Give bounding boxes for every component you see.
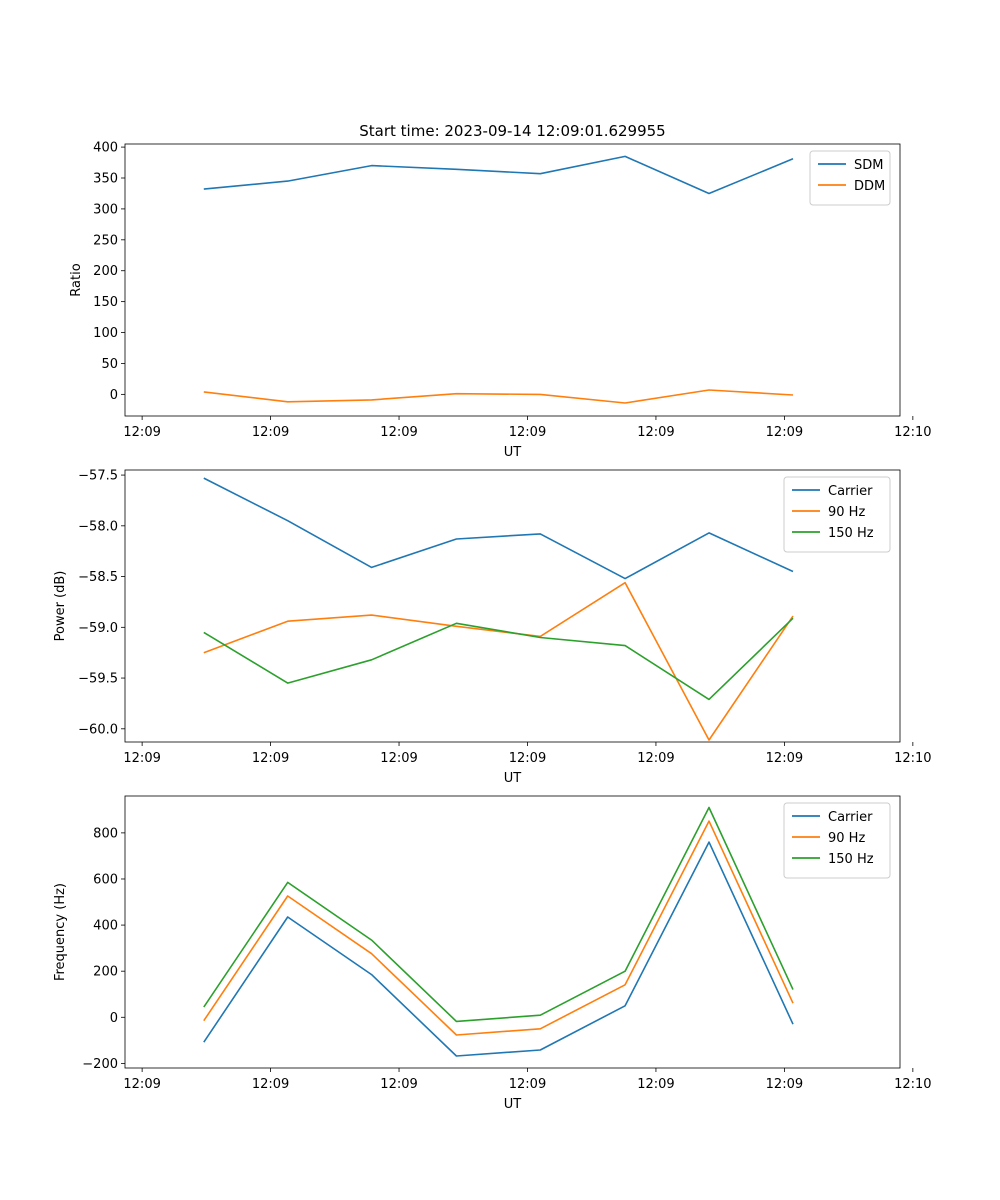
y-tick-label: 300 <box>93 202 118 217</box>
x-tick-label: 12:09 <box>509 751 546 766</box>
x-axis-label: UT <box>504 771 522 786</box>
series-line-ddm <box>203 389 794 404</box>
y-tick-label: −200 <box>82 1057 118 1072</box>
x-tick-label: 12:09 <box>252 1077 289 1092</box>
legend: Carrier 90 Hz 150 Hz <box>783 476 891 553</box>
x-axis-label: UT <box>504 445 522 460</box>
x-tick-label: 12:09 <box>123 425 160 440</box>
series-line-150-hz <box>203 617 794 701</box>
y-tick-label: −60.0 <box>78 722 118 737</box>
y-tick-label: −59.5 <box>78 672 118 687</box>
frequency-plot: 12:09 12:09 12:09 12:09 12:09 12:09 12:10 −200 0… <box>53 795 932 1112</box>
legend-label: 90 Hz <box>828 831 865 846</box>
x-tick-label: 12:10 <box>894 425 931 440</box>
y-axis-label: Ratio <box>69 263 84 296</box>
chart-title: Start time: 2023-09-14 12:09:01.629955 <box>359 122 665 140</box>
axes-frame <box>124 469 901 743</box>
plot-area <box>125 144 900 416</box>
legend-label: SDM <box>854 158 883 173</box>
legend-label: Carrier <box>828 484 873 499</box>
y-tick-label: 150 <box>93 295 118 310</box>
x-tick-label: 12:09 <box>766 751 803 766</box>
x-tick-label: 12:09 <box>123 1077 160 1092</box>
x-tick-label: 12:09 <box>766 1077 803 1092</box>
x-tick-label: 12:09 <box>380 1077 417 1092</box>
series-line-90-hz <box>203 581 794 741</box>
series-line-carrier <box>203 841 794 1057</box>
legend-label: 90 Hz <box>828 505 865 520</box>
y-tick-label: 350 <box>93 172 118 187</box>
legend-label: 150 Hz <box>828 852 874 867</box>
power-plot: 12:09 12:09 12:09 12:09 12:09 12:09 12:10 −60.0… <box>53 469 932 786</box>
legend-label: Carrier <box>828 810 873 825</box>
plot-area <box>125 470 900 742</box>
y-tick-label: 400 <box>93 141 118 156</box>
y-tick-label: 800 <box>93 826 118 841</box>
x-axis-label: UT <box>504 1097 522 1112</box>
y-tick-label: 100 <box>93 326 118 341</box>
x-tick-label: 12:09 <box>380 751 417 766</box>
y-tick-label: 0 <box>110 1011 118 1026</box>
legend: Carrier 90 Hz 150 Hz <box>783 802 891 879</box>
y-tick-label: −58.0 <box>78 519 118 534</box>
y-tick-label: 400 <box>93 919 118 934</box>
y-tick-label: 200 <box>93 965 118 980</box>
y-tick-label: 250 <box>93 233 118 248</box>
legend-label: DDM <box>854 179 885 194</box>
x-tick-label: 12:09 <box>123 751 160 766</box>
y-tick-label: 50 <box>101 357 118 372</box>
series-line-carrier <box>203 477 794 580</box>
series-line-90-hz <box>203 820 794 1036</box>
x-tick-label: 12:09 <box>637 425 674 440</box>
x-tick-label: 12:09 <box>252 425 289 440</box>
x-tick-label: 12:09 <box>509 425 546 440</box>
x-tick-label: 12:09 <box>637 751 674 766</box>
series-line-sdm <box>203 155 794 195</box>
y-axis-label: Power (dB) <box>53 571 68 642</box>
legend-box <box>783 802 891 879</box>
x-tick-label: 12:09 <box>380 425 417 440</box>
y-tick-label: −57.5 <box>78 469 118 484</box>
y-tick-label: 0 <box>110 388 118 403</box>
x-tick-label: 12:09 <box>766 425 803 440</box>
y-tick-label: 200 <box>93 264 118 279</box>
legend-label: 150 Hz <box>828 526 874 541</box>
x-tick-label: 12:09 <box>637 1077 674 1092</box>
x-tick-label: 12:09 <box>509 1077 546 1092</box>
ratio-plot: 12:09 12:09 12:09 12:09 12:09 12:09 12:10 0 50 10… <box>69 141 932 460</box>
legend-box <box>783 476 891 553</box>
x-tick-label: 12:10 <box>894 751 931 766</box>
y-tick-label: −59.0 <box>78 621 118 636</box>
x-tick-label: 12:10 <box>894 1077 931 1092</box>
axes-frame <box>124 795 901 1069</box>
y-tick-label: 600 <box>93 872 118 887</box>
legend: SDM DDM <box>809 150 891 206</box>
axes-frame <box>124 143 901 417</box>
y-axis-label: Frequency (Hz) <box>53 883 68 981</box>
x-tick-label: 12:09 <box>252 751 289 766</box>
series-line-150-hz <box>203 806 794 1023</box>
y-tick-label: −58.5 <box>78 570 118 585</box>
